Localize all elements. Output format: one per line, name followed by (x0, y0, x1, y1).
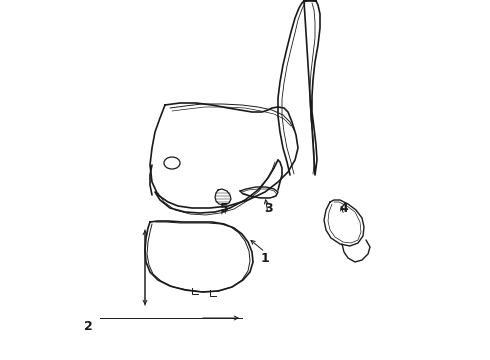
Text: 4: 4 (340, 202, 348, 215)
Text: 3: 3 (264, 202, 272, 215)
Text: 1: 1 (261, 252, 270, 265)
Text: 2: 2 (84, 320, 93, 333)
Text: 5: 5 (220, 202, 228, 215)
